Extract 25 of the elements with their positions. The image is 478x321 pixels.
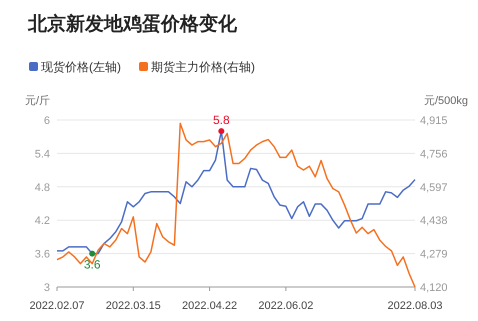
y2-tick-label: 4,756 [420, 148, 448, 160]
y-tick-label: 5.4 [34, 148, 50, 160]
y-axis-title: 元/斤 [25, 94, 50, 107]
y2-tick-label: 4,915 [420, 115, 448, 127]
x-tick-label: 2022.03.15 [106, 300, 161, 312]
legend-label: 期货主力价格(右轴) [151, 60, 255, 74]
y-tick-label: 4.8 [34, 182, 50, 194]
line-series [56, 122, 416, 288]
x-tick-label: 2022.06.02 [258, 300, 314, 312]
x-tick-label: 2022.08.03 [387, 300, 443, 312]
x-tick-label: 2022.02.07 [29, 300, 85, 312]
y-tick-label: 4.2 [34, 215, 50, 228]
y-tick-label: 3.6 [34, 248, 50, 261]
data-label: 3.6 [84, 258, 101, 272]
chart-title: 北京新发地鸡蛋价格变化 [27, 13, 238, 35]
y2-axis-title: 元/500kg [424, 95, 468, 107]
y-tick-label: 6 [44, 115, 50, 127]
y2-tick-label: 4,597 [420, 182, 448, 194]
y2-tick-label: 4,120 [420, 282, 448, 294]
y2-tick-label: 4,279 [420, 248, 448, 261]
y-tick-label: 3 [44, 282, 50, 294]
y2-tick-label: 4,438 [420, 215, 448, 228]
data-label: 5.8 [212, 113, 230, 128]
legend-label: 现货价格(左轴) [41, 60, 121, 74]
x-tick-label: 2022.04.22 [182, 300, 238, 312]
